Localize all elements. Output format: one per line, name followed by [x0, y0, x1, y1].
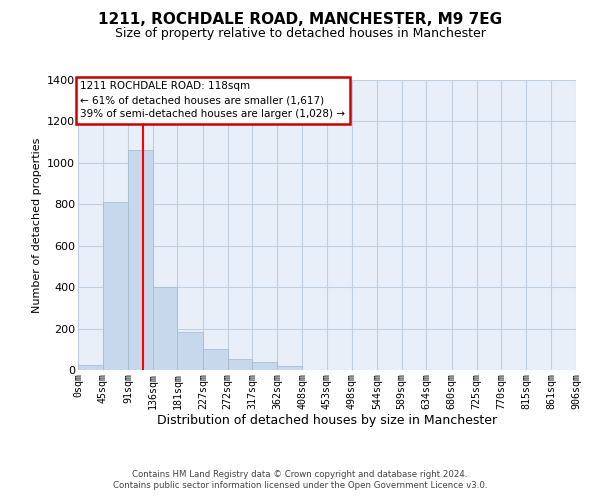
Text: 1211 ROCHDALE ROAD: 118sqm
← 61% of detached houses are smaller (1,617)
39% of s: 1211 ROCHDALE ROAD: 118sqm ← 61% of deta…: [80, 82, 346, 120]
Y-axis label: Number of detached properties: Number of detached properties: [32, 138, 41, 312]
Bar: [153, 287, 178, 370]
Text: Size of property relative to detached houses in Manchester: Size of property relative to detached ho…: [115, 28, 485, 40]
Text: Contains public sector information licensed under the Open Government Licence v3: Contains public sector information licen…: [113, 481, 487, 490]
Bar: [203, 350, 227, 370]
Text: 1211, ROCHDALE ROAD, MANCHESTER, M9 7EG: 1211, ROCHDALE ROAD, MANCHESTER, M9 7EG: [98, 12, 502, 28]
Bar: [78, 366, 103, 370]
Bar: [277, 366, 302, 370]
Bar: [252, 362, 277, 370]
Text: Contains HM Land Registry data © Crown copyright and database right 2024.: Contains HM Land Registry data © Crown c…: [132, 470, 468, 479]
Bar: [128, 150, 153, 370]
X-axis label: Distribution of detached houses by size in Manchester: Distribution of detached houses by size …: [157, 414, 497, 428]
Bar: [227, 358, 252, 370]
Bar: [103, 202, 128, 370]
Bar: [178, 332, 203, 370]
